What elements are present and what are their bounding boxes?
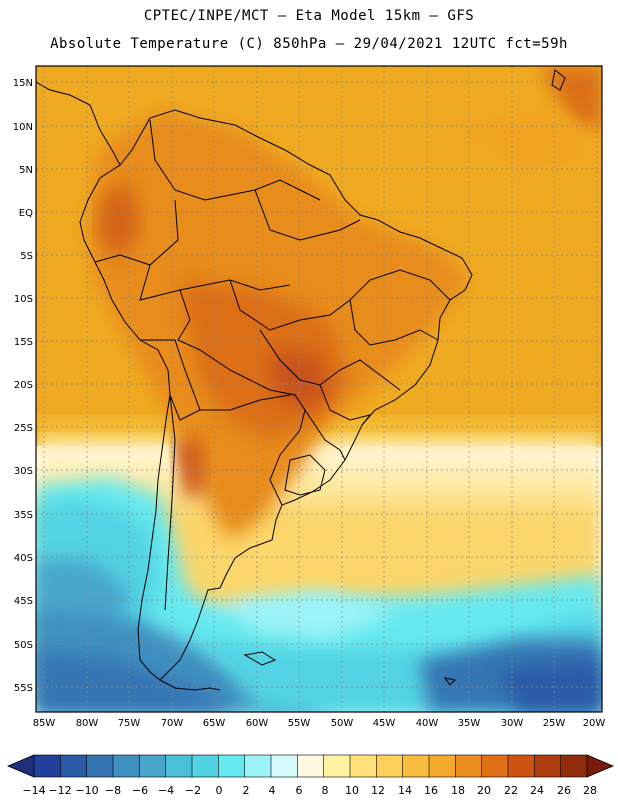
lat-label: 55S [14,683,33,694]
colorbar-label: 6 [296,784,303,797]
colorbar-label: 2 [243,784,250,797]
colorbar-label: 10 [345,784,359,797]
colorbar-label: 0 [216,784,223,797]
colorbar-cell [112,754,140,778]
lat-label: 15S [14,337,33,348]
temperature-field [36,66,602,712]
lat-label: 35S [14,510,33,521]
colorbar-cell [60,754,88,778]
lat-label: 10S [14,294,33,305]
colorbar-cell [139,754,167,778]
colorbar-cell [560,754,588,778]
lon-label: 65W [203,718,226,729]
colorbar-cell [33,754,61,778]
lat-label: 50S [14,640,33,651]
colorbar-cell [323,754,351,778]
colorbar-label: −12 [48,784,71,797]
colorbar-cell [402,754,430,778]
lat-label: 45S [14,596,33,607]
colorbar-label: 26 [557,784,571,797]
colorbar-label: 22 [504,784,518,797]
colorbar-cell [165,754,193,778]
lon-label: 85W [33,718,56,729]
latitude-axis: 15N 10N 5N EQ 5S 10S 15S 20S 25S 30S 35S… [13,78,33,694]
lat-label: 20S [14,380,33,391]
title-line-2: Absolute Temperature (C) 850hPa – 29/04/… [50,36,568,52]
plot-frame [35,65,603,713]
colorbar-label: −2 [185,784,201,797]
colorbar-cells [33,754,588,778]
colorbar-cell [270,754,298,778]
colorbar-label: 16 [424,784,438,797]
coastlines [36,69,566,691]
colorbar-label: 20 [477,784,491,797]
colorbar-cell [244,754,272,778]
colorbar-label: 4 [269,784,276,797]
lon-label: 50W [331,718,354,729]
lon-label: 55W [288,718,311,729]
lat-label: 5N [19,165,33,176]
colorbar-cell [191,754,219,778]
colorbar-cell [218,754,246,778]
colorbar-labels: −14 −12 −10 −8 −6 −4 −2 0 2 4 6 8 10 12 … [22,784,597,797]
colorbar-cell [481,754,509,778]
lon-label: 75W [118,718,141,729]
colorbar-cell [534,754,562,778]
colorbar-cell [349,754,377,778]
lon-label: 35W [458,718,481,729]
lat-label: 30S [14,466,33,477]
colorbar-label: −4 [158,784,174,797]
colorbar-label: −8 [105,784,121,797]
colorbar-cell [376,754,404,778]
lon-label: 20W [583,718,606,729]
colorbar-label: −6 [132,784,148,797]
lon-label: 45W [373,718,396,729]
colorbar-cell [86,754,114,778]
lon-label: 25W [543,718,566,729]
colorbar-label: 12 [371,784,385,797]
lon-label: 30W [501,718,524,729]
title-line-1: CPTEC/INPE/MCT – Eta Model 15km – GFS [143,8,475,24]
colorbar-cell [455,754,483,778]
colorbar-label: 18 [451,784,465,797]
longitude-axis: 85W 80W 75W 70W 65W 60W 55W 50W 45W 40W … [33,718,606,729]
lon-label: 40W [416,718,439,729]
lat-label: 25S [14,423,33,434]
colorbar-label: 8 [322,784,329,797]
colorbar: −14 −12 −10 −8 −6 −4 −2 0 2 4 6 8 10 12 … [6,754,615,797]
lon-label: 80W [76,718,99,729]
lon-label: 70W [161,718,184,729]
colorbar-low-arrow [6,754,35,778]
lat-label: 5S [20,251,33,262]
colorbar-cell [297,754,325,778]
lat-label: EQ [19,208,33,219]
colorbar-cell [507,754,535,778]
lat-label: 40S [14,553,33,564]
lon-label: 60W [246,718,269,729]
graticule [36,66,602,712]
lat-label: 15N [13,78,33,89]
colorbar-label: −10 [75,784,98,797]
lat-label: 10N [13,122,33,133]
colorbar-cell [428,754,456,778]
colorbar-label: 28 [583,784,597,797]
colorbar-label: 14 [398,784,412,797]
colorbar-label: −14 [22,784,45,797]
colorbar-high-arrow [586,754,615,778]
colorbar-label: 24 [530,784,544,797]
